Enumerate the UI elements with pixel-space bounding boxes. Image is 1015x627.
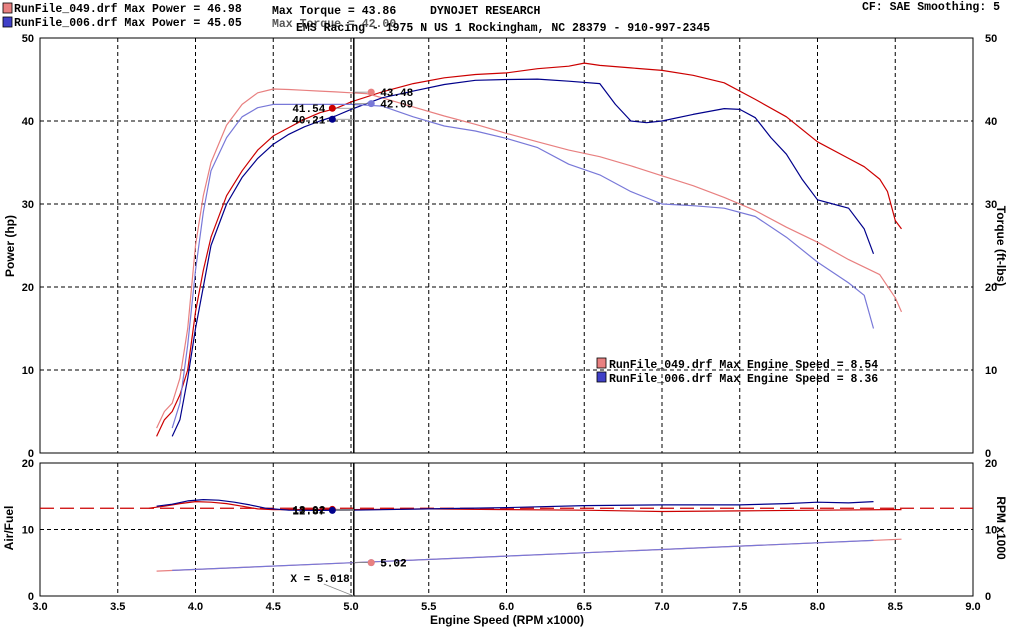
x-tick-label: 6.0 xyxy=(499,601,514,613)
cursor-value-label: 40.21 xyxy=(292,115,325,127)
cursor-value-label: 5.02 xyxy=(380,559,406,571)
cursor-marker xyxy=(328,115,336,123)
series-line-runfile049drf-power xyxy=(156,62,902,437)
cursor-x-label: X = 5.018 xyxy=(290,574,350,586)
cursor-value-label: 12.87 xyxy=(292,506,325,518)
run2-max-torque: Max Torque = 42.00 xyxy=(272,18,396,31)
power-axis-label: Power (hp) xyxy=(3,215,17,277)
y-tick-label: 0 xyxy=(28,448,34,460)
x-tick-label: 8.0 xyxy=(810,601,825,613)
x-tick-label: 5.5 xyxy=(421,601,436,613)
rpm-axis-label: RPM x1000 xyxy=(994,496,1008,560)
series-line-runfile006drf-rpm xyxy=(172,539,874,571)
torque-axis-label: Torque (ft-lbs) xyxy=(994,206,1008,286)
x-tick-label: 8.5 xyxy=(888,601,903,613)
x-tick-label: 9.0 xyxy=(965,601,980,613)
cursor-value-label: 13.02 xyxy=(292,505,325,517)
run1-legend-swatch xyxy=(2,2,13,14)
af-tick-label: 10 xyxy=(22,525,34,537)
y-tick-label: 40 xyxy=(22,116,34,128)
af-tick-label: 20 xyxy=(22,458,34,470)
y2-tick-label: 10 xyxy=(985,365,997,377)
rpm-tick-label: 10 xyxy=(985,525,997,537)
cursor-marker xyxy=(367,559,375,567)
cursor-marker xyxy=(367,88,375,96)
x-tick-label: 6.5 xyxy=(577,601,592,613)
y-tick-label: 50 xyxy=(22,33,34,45)
main-grid xyxy=(40,38,973,453)
shop-info: EMS Racing - 1975 N US 1 Rockingham, NC … xyxy=(296,22,710,35)
run2-legend-swatch xyxy=(2,16,13,28)
run1-speed-swatch xyxy=(596,357,607,369)
y-tick-label: 30 xyxy=(22,199,34,211)
y-tick-label: 20 xyxy=(22,282,34,294)
x-tick-label: 3.5 xyxy=(110,601,125,613)
x-tick-label: 3.0 xyxy=(32,601,47,613)
run2-speed-swatch xyxy=(596,371,607,383)
y2-tick-label: 40 xyxy=(985,116,997,128)
x-tick-label: 4.5 xyxy=(266,601,281,613)
series-line-runfile006drf-power xyxy=(171,78,875,437)
y2-tick-label: 20 xyxy=(985,282,997,294)
settings-label: CF: SAE Smoothing: 5 xyxy=(862,1,1000,14)
cursor-marker xyxy=(367,100,375,108)
x-tick-label: 7.0 xyxy=(654,601,669,613)
x-tick-label: 4.0 xyxy=(188,601,203,613)
run1-max-speed: RunFile_049.drf Max Engine Speed = 8.54 xyxy=(609,359,878,372)
cursor-x-leader xyxy=(323,583,354,597)
cursor-value-label: 43.48 xyxy=(380,88,413,100)
rpm-tick-label: 0 xyxy=(985,591,991,603)
run2-max-power: RunFile_006.drf Max Power = 45.05 xyxy=(14,17,242,30)
af-grid xyxy=(40,463,973,596)
series-line-runfile006drf-torque xyxy=(171,103,875,429)
rpm-tick-label: 20 xyxy=(985,458,997,470)
series-line-runfile049drf-air_fuel xyxy=(148,501,902,513)
cursor-marker xyxy=(328,506,336,514)
run2-max-speed: RunFile_006.drf Max Engine Speed = 8.36 xyxy=(609,373,878,386)
cursor-value-label: 5.02 xyxy=(380,559,406,571)
run1-max-power: RunFile_049.drf Max Power = 46.98 xyxy=(14,3,242,16)
x-tick-label: 7.5 xyxy=(732,601,747,613)
y2-tick-label: 30 xyxy=(985,199,997,211)
x-tick-label: 5.0 xyxy=(343,601,358,613)
af-axis-label: Air/Fuel xyxy=(2,506,16,551)
x-axis-label: Engine Speed (RPM x1000) xyxy=(430,613,584,627)
cursor-value-label: 42.09 xyxy=(380,100,413,112)
cursor-value-label: 41.54 xyxy=(292,104,325,116)
y2-tick-label: 0 xyxy=(985,448,991,460)
y2-tick-label: 50 xyxy=(985,33,997,45)
run1-max-torque: Max Torque = 43.86 xyxy=(272,5,396,18)
af-tick-label: 0 xyxy=(28,591,34,603)
y-tick-label: 10 xyxy=(22,365,34,377)
brand-title: DYNOJET RESEARCH xyxy=(430,5,541,18)
cursor-marker xyxy=(328,104,336,112)
